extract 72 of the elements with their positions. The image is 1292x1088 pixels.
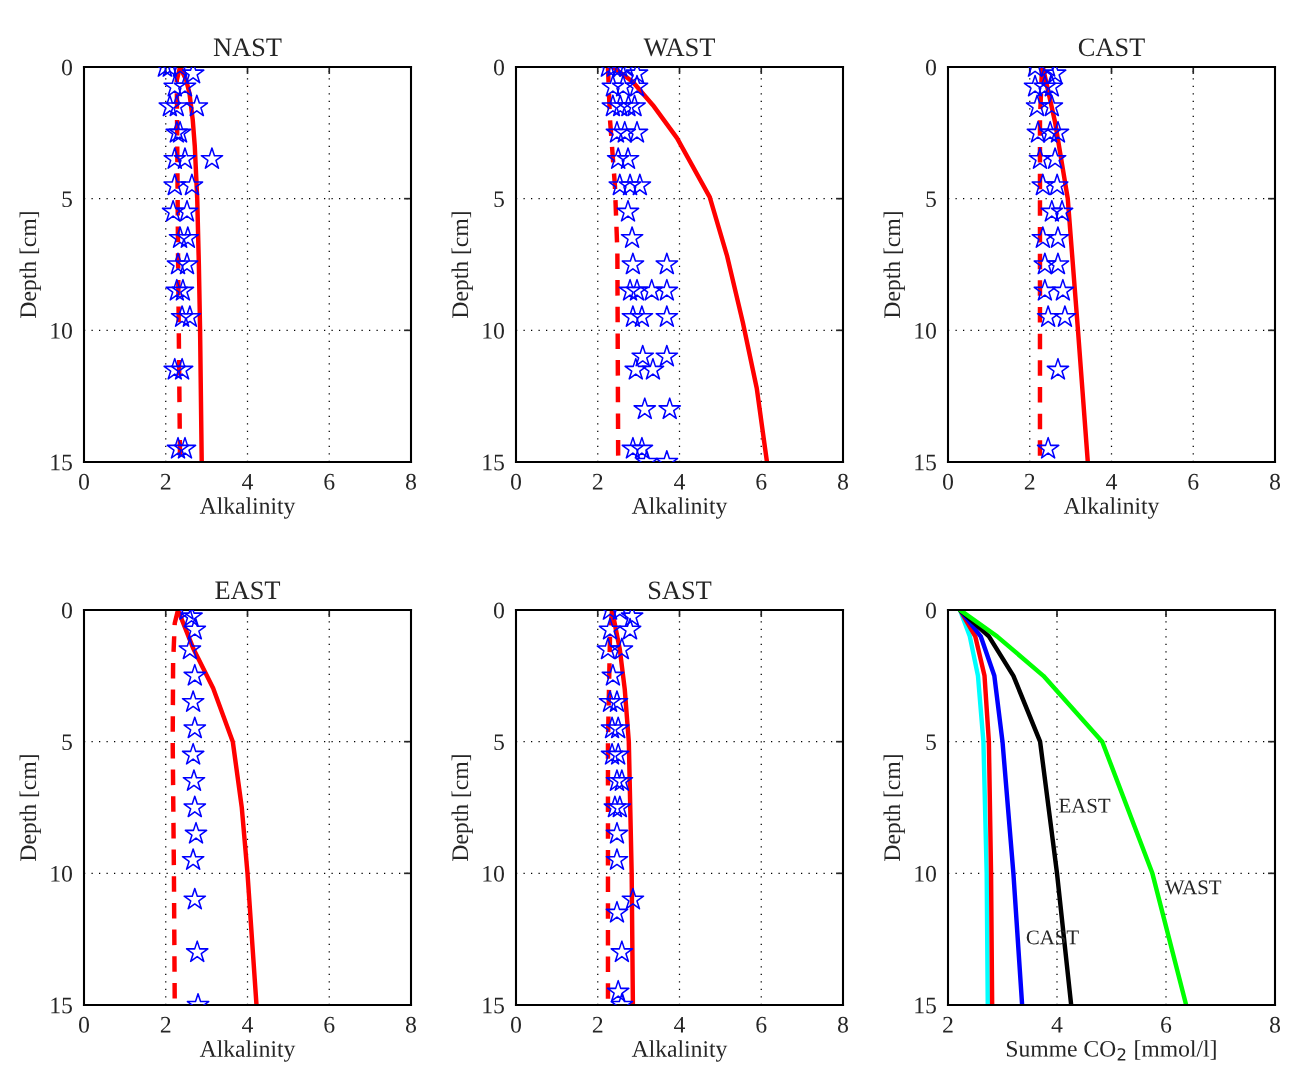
y-axis-title: Depth [cm] [451, 755, 473, 861]
y-tick-label: 15 [51, 454, 72, 471]
x-tick-label: 0 [79, 1016, 89, 1033]
x-tick-label: 6 [1188, 473, 1199, 490]
x-axis-title: Alkalinity [1063, 497, 1160, 519]
chart-title: EAST [215, 581, 281, 600]
y-axis-title: Depth [cm] [883, 212, 905, 318]
y-tick-label: 10 [51, 322, 72, 339]
x-tick-label: 8 [1270, 1016, 1280, 1033]
x-tick-label: 4 [1051, 1016, 1063, 1033]
x-tick-label: 6 [756, 473, 767, 490]
y-axis-title: Depth [cm] [451, 212, 473, 318]
x-tick-label: 8 [838, 473, 848, 490]
y-tick-label: 15 [51, 997, 72, 1014]
x-tick-label: 6 [756, 1016, 767, 1033]
y-tick-label: 5 [926, 734, 936, 751]
y-tick-label: 5 [494, 734, 504, 751]
y-tick-label: 15 [915, 997, 936, 1014]
y-axis-title: Depth [cm] [19, 755, 41, 861]
annotation: EAST [1059, 798, 1111, 813]
x-tick-label: 6 [324, 473, 335, 490]
chart-title: CAST [1078, 38, 1145, 57]
y-tick-label: 0 [61, 602, 72, 619]
x-tick-label: 6 [1161, 1016, 1172, 1033]
y-tick-label: 15 [483, 454, 504, 471]
x-tick-label: 8 [1270, 473, 1280, 490]
x-tick-label: 2 [160, 1016, 171, 1033]
x-tick-label: 8 [406, 473, 416, 490]
y-tick-label: 0 [925, 59, 936, 76]
x-tick-label: 2 [160, 473, 171, 490]
y-tick-label: 15 [915, 454, 936, 471]
annotation: WAST [1164, 880, 1222, 895]
x-tick-label: 2 [943, 1016, 953, 1033]
y-tick-label: 5 [926, 191, 936, 208]
x-axis-title: Alkalinity [199, 1040, 296, 1062]
x-tick-label: 2 [592, 473, 603, 490]
y-tick-label: 5 [62, 734, 72, 751]
x-tick-label: 6 [324, 1016, 335, 1033]
x-tick-label: 8 [838, 1016, 848, 1033]
x-tick-label: 0 [511, 473, 521, 490]
y-tick-label: 10 [915, 322, 936, 339]
x-tick-label: 4 [674, 473, 686, 490]
x-tick-label: 4 [674, 1016, 686, 1033]
y-tick-label: 5 [494, 191, 504, 208]
y-tick-label: 10 [915, 865, 936, 882]
x-axis-title: Summe CO$_{2}$ [mmol/l] [1006, 1040, 1216, 1061]
chart-title: SAST [649, 581, 712, 600]
chart-title: NAST [213, 38, 282, 57]
y-tick-label: 5 [62, 191, 72, 208]
y-tick-label: 0 [493, 59, 504, 76]
x-tick-label: 2 [592, 1016, 603, 1033]
y-tick-label: 0 [925, 602, 936, 619]
x-tick-label: 2 [1024, 473, 1035, 490]
x-tick-label: 0 [943, 473, 953, 490]
y-tick-label: 15 [483, 997, 504, 1014]
y-tick-label: 10 [483, 322, 504, 339]
x-tick-label: 4 [242, 1016, 254, 1033]
y-tick-label: 0 [493, 602, 504, 619]
x-tick-label: 4 [1106, 473, 1118, 490]
y-tick-label: 10 [483, 865, 504, 882]
x-tick-label: 0 [79, 473, 89, 490]
x-axis-title: Alkalinity [199, 497, 296, 519]
y-axis-title: Depth [cm] [19, 212, 41, 318]
y-axis-title: Depth [cm] [883, 755, 905, 861]
chart-title: WAST [643, 38, 715, 57]
x-tick-label: 0 [511, 1016, 521, 1033]
x-axis-title: Alkalinity [631, 497, 728, 519]
x-tick-label: 8 [406, 1016, 416, 1033]
y-tick-label: 0 [61, 59, 72, 76]
y-tick-label: 10 [51, 865, 72, 882]
x-axis-title: Alkalinity [631, 1040, 728, 1062]
x-tick-label: 4 [242, 473, 254, 490]
